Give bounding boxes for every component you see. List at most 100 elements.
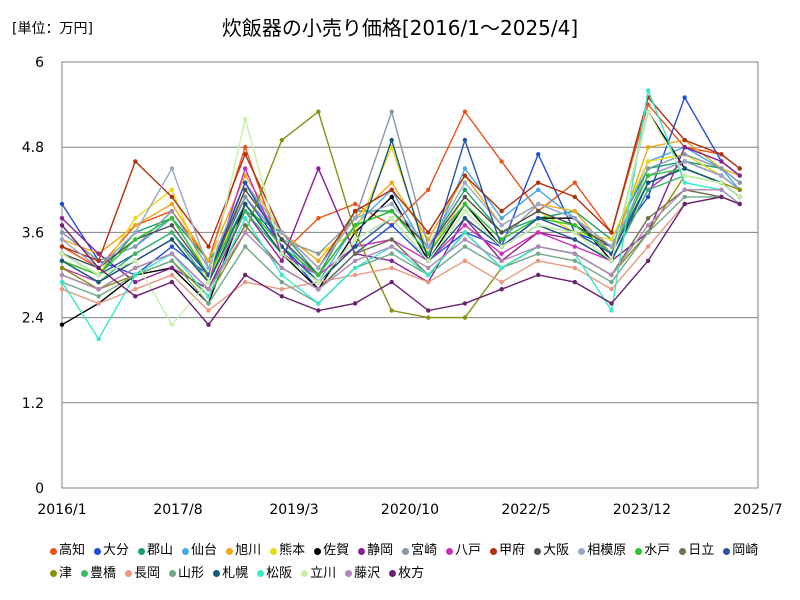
legend-marker-icon — [81, 570, 89, 577]
data-point — [645, 145, 651, 150]
data-point — [352, 208, 358, 214]
data-point — [645, 173, 651, 178]
data-point — [499, 159, 504, 164]
legend-marker-icon — [213, 570, 221, 577]
legend-label: 山形 — [178, 565, 205, 581]
data-point — [462, 301, 468, 306]
data-point — [59, 230, 65, 235]
data-point — [206, 301, 211, 306]
data-point — [682, 173, 687, 178]
data-point — [737, 194, 742, 200]
data-point — [609, 301, 614, 306]
legend-item: 八戸 — [446, 540, 481, 563]
data-point — [59, 258, 65, 263]
data-point — [133, 216, 138, 221]
data-point — [389, 216, 394, 221]
legend-item: 札幌 — [213, 563, 248, 586]
data-point — [645, 109, 651, 114]
legend-marker-icon — [358, 547, 366, 555]
legend-marker-icon — [138, 547, 146, 555]
data-point — [462, 173, 468, 178]
legend-label: 佐賀 — [323, 543, 350, 558]
legend-item: 高知 — [50, 540, 85, 563]
legend-marker-icon — [257, 570, 265, 577]
data-point — [96, 336, 101, 342]
data-point — [169, 279, 175, 285]
data-point — [737, 173, 742, 178]
data-point — [645, 258, 651, 263]
data-point — [352, 216, 358, 221]
legend-label: 大分 — [103, 543, 130, 558]
data-point — [536, 201, 541, 207]
legend-label: 長岡 — [134, 565, 161, 581]
data-point — [316, 308, 321, 313]
chart-title: 炊飯器の小売り価格[2016/1～2025/4] — [221, 16, 579, 40]
data-point — [682, 201, 687, 207]
legend-item: 津 — [50, 563, 72, 586]
data-point — [682, 166, 687, 171]
legend-marker-icon — [169, 570, 177, 577]
data-point — [682, 152, 687, 157]
data-point — [462, 187, 468, 192]
data-point — [243, 194, 248, 200]
data-point — [645, 88, 651, 93]
data-point — [389, 237, 394, 242]
legend-item: 大分 — [94, 540, 129, 563]
data-point — [426, 272, 431, 278]
data-point — [133, 258, 138, 263]
data-point — [499, 287, 504, 292]
data-point — [169, 194, 175, 200]
legend-marker-icon — [635, 547, 643, 555]
data-point — [316, 301, 321, 306]
legend-marker-icon — [270, 547, 278, 555]
data-point — [316, 109, 321, 114]
data-point — [426, 187, 431, 192]
data-point — [316, 251, 321, 256]
data-point — [682, 159, 687, 164]
data-point — [169, 201, 175, 207]
legend-label: 郡山 — [147, 543, 174, 558]
data-point — [59, 244, 65, 249]
legend-label: 宮崎 — [411, 543, 438, 558]
data-point — [169, 272, 175, 278]
legend-marker-icon — [578, 547, 586, 555]
legend-label: 日立 — [688, 543, 715, 558]
data-point — [682, 194, 687, 200]
data-point — [609, 272, 614, 278]
data-point — [352, 244, 358, 249]
data-point — [572, 244, 577, 249]
data-point — [609, 237, 614, 242]
series-line — [61, 189, 741, 291]
data-point — [59, 216, 65, 221]
data-point — [206, 258, 211, 263]
data-point — [59, 201, 65, 207]
data-point — [96, 272, 101, 278]
data-point — [389, 244, 394, 249]
legend-item: 大阪 — [534, 540, 569, 563]
data-point — [169, 265, 175, 271]
series-line — [61, 96, 741, 269]
legend-item: 枚方 — [389, 563, 424, 586]
data-point — [59, 322, 65, 327]
data-point — [572, 223, 577, 228]
data-point — [536, 208, 541, 214]
data-point — [133, 265, 138, 271]
data-point — [243, 152, 248, 157]
data-point — [206, 287, 211, 292]
data-point — [536, 152, 541, 157]
legend-marker-icon — [125, 570, 133, 577]
data-point — [133, 251, 138, 256]
data-point — [536, 272, 541, 278]
data-point — [462, 223, 468, 228]
data-point — [609, 244, 614, 249]
legend-marker-icon — [226, 547, 234, 555]
legend-item: 藤沢 — [345, 563, 380, 586]
data-point — [499, 208, 504, 214]
series-line — [61, 167, 741, 277]
data-point — [389, 208, 394, 214]
data-point — [682, 145, 687, 150]
data-point — [206, 265, 211, 271]
data-point — [279, 265, 284, 271]
data-point — [499, 265, 504, 271]
legend-item: 静岡 — [358, 540, 393, 563]
